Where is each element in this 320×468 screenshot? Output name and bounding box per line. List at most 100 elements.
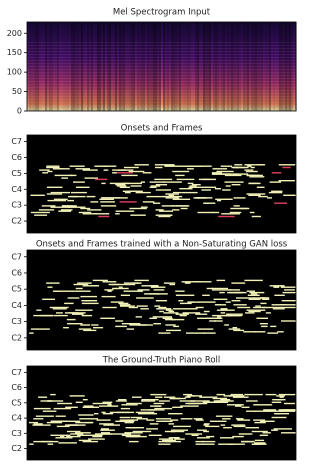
note bbox=[256, 317, 268, 319]
note bbox=[253, 306, 266, 309]
note bbox=[115, 287, 129, 290]
note bbox=[71, 290, 91, 292]
note bbox=[233, 173, 249, 175]
note bbox=[187, 182, 194, 185]
spectrogram-texture bbox=[61, 22, 63, 111]
note bbox=[63, 327, 69, 329]
note bbox=[176, 178, 195, 181]
note bbox=[140, 409, 156, 411]
note bbox=[99, 198, 114, 200]
spectrogram-texture bbox=[153, 22, 155, 111]
note bbox=[154, 164, 175, 166]
note bbox=[258, 195, 268, 198]
note bbox=[232, 327, 238, 329]
note bbox=[247, 294, 260, 296]
note bbox=[209, 320, 216, 322]
note bbox=[61, 205, 72, 207]
spectrogram-texture bbox=[27, 54, 296, 55]
note bbox=[120, 305, 135, 307]
spectrogram-texture bbox=[189, 22, 191, 111]
note bbox=[253, 419, 266, 421]
spectrogram-texture bbox=[143, 22, 145, 111]
note bbox=[121, 323, 141, 325]
note bbox=[158, 440, 173, 443]
plot-frame bbox=[26, 365, 297, 461]
note bbox=[262, 432, 271, 434]
note bbox=[170, 397, 186, 400]
spectrogram-texture bbox=[151, 22, 153, 111]
note bbox=[190, 400, 210, 402]
y-tick-label: C2 bbox=[11, 333, 22, 342]
note bbox=[73, 181, 85, 183]
note bbox=[195, 419, 204, 421]
spectrogram-texture bbox=[27, 105, 296, 106]
note bbox=[30, 211, 50, 214]
spectrogram-texture bbox=[73, 22, 75, 111]
note bbox=[153, 323, 161, 325]
note bbox=[60, 435, 65, 438]
note bbox=[121, 174, 138, 177]
spectrogram-texture bbox=[167, 22, 169, 111]
note bbox=[79, 418, 99, 420]
note bbox=[170, 430, 176, 433]
note bbox=[251, 293, 258, 295]
note bbox=[102, 413, 114, 415]
note bbox=[227, 443, 233, 445]
spectrogram-texture bbox=[241, 22, 243, 111]
spectrogram-texture bbox=[125, 22, 127, 111]
note bbox=[259, 434, 268, 436]
note bbox=[125, 191, 131, 194]
note bbox=[34, 214, 48, 216]
spectrogram-texture bbox=[31, 22, 33, 111]
note bbox=[233, 205, 240, 207]
note bbox=[187, 301, 195, 303]
note bbox=[100, 317, 115, 319]
note bbox=[165, 193, 179, 195]
note bbox=[220, 424, 226, 426]
note bbox=[93, 327, 104, 329]
spectrogram-texture bbox=[205, 22, 207, 111]
note bbox=[165, 197, 180, 199]
note bbox=[156, 308, 172, 310]
note bbox=[75, 421, 93, 424]
note bbox=[123, 290, 143, 292]
note bbox=[218, 443, 235, 445]
spectrogram-texture bbox=[177, 22, 179, 111]
note bbox=[112, 169, 124, 171]
note bbox=[104, 289, 114, 291]
note bbox=[246, 193, 266, 195]
note bbox=[173, 425, 191, 428]
spectrogram-texture bbox=[27, 108, 296, 109]
note bbox=[47, 400, 64, 402]
note bbox=[36, 309, 42, 311]
note bbox=[130, 185, 142, 187]
note bbox=[179, 400, 195, 402]
spectrogram-texture bbox=[273, 22, 275, 111]
spectrogram-texture bbox=[67, 22, 69, 111]
note bbox=[244, 279, 263, 282]
note bbox=[112, 287, 117, 290]
note bbox=[172, 308, 182, 310]
note bbox=[153, 289, 165, 291]
note bbox=[172, 191, 182, 194]
spectrogram-texture bbox=[27, 57, 296, 58]
note bbox=[244, 169, 254, 171]
note bbox=[46, 166, 60, 169]
spectrogram-texture bbox=[183, 22, 185, 111]
note bbox=[265, 312, 271, 314]
panel: Onsets and Frames C2 C3 C4 C5 C6 C7 bbox=[11, 124, 297, 234]
y-tick-label: 100 bbox=[7, 68, 22, 77]
note bbox=[128, 190, 138, 192]
note bbox=[135, 316, 142, 318]
note bbox=[123, 282, 139, 284]
note bbox=[158, 215, 171, 218]
note bbox=[241, 440, 249, 443]
note bbox=[56, 312, 63, 314]
note bbox=[55, 415, 66, 417]
note bbox=[181, 308, 198, 310]
note bbox=[175, 174, 185, 177]
note bbox=[163, 396, 176, 398]
note bbox=[123, 166, 139, 169]
note bbox=[222, 418, 231, 420]
spectrogram-texture bbox=[149, 22, 151, 111]
